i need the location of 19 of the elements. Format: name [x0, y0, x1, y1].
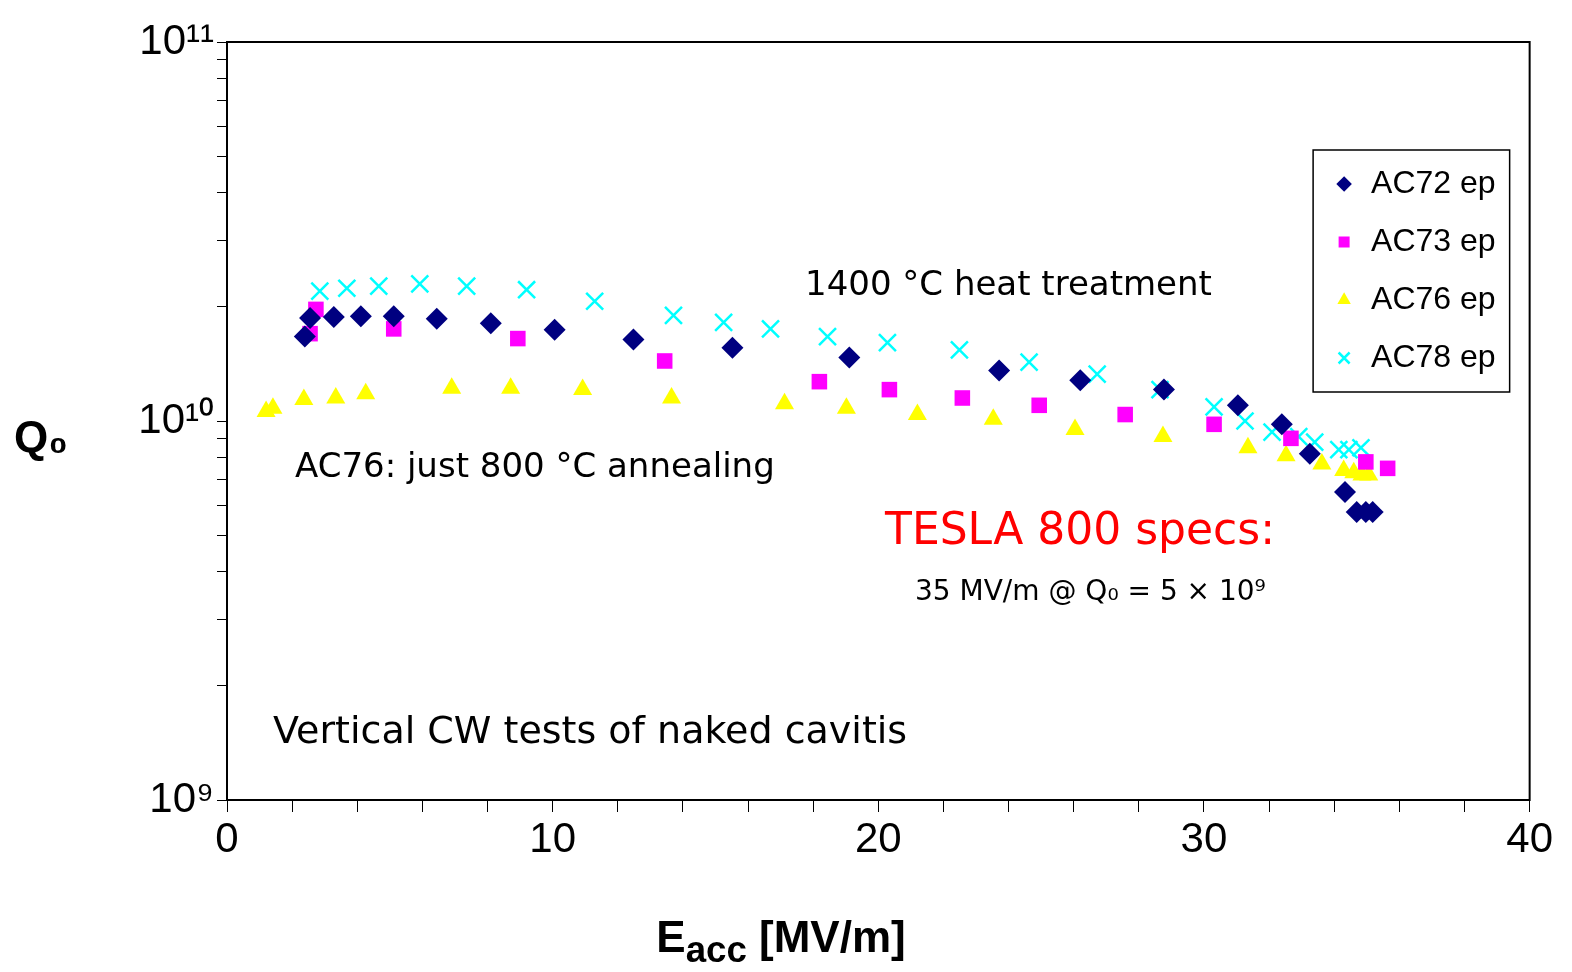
legend-label: AC73 ep: [1371, 221, 1496, 258]
x-tick-label: 10: [529, 813, 577, 861]
legend-label: AC72 ep: [1371, 163, 1496, 200]
y-tick-label: 10¹⁰: [138, 394, 214, 442]
annotation: 1400 °C heat treatment: [805, 263, 1212, 303]
legend-label: AC78 ep: [1371, 337, 1496, 374]
annotation: TESLA 800 specs:: [885, 502, 1276, 554]
x-tick-label: 30: [1180, 813, 1228, 861]
x-tick-label: 40: [1506, 813, 1553, 861]
annotation: AC76: just 800 °C annealing: [295, 445, 775, 485]
y-tick-label: 10¹¹: [139, 15, 214, 63]
x-axis-title: E$_{acc}$ [MV/m]: [655, 912, 907, 971]
x-tick-label: 0: [215, 813, 239, 861]
x-tick-label: 20: [854, 813, 902, 861]
annotation: Vertical CW tests of naked cavitis: [273, 708, 908, 752]
y-axis-title: Q₀: [14, 412, 69, 462]
legend-label: AC76 ep: [1371, 279, 1496, 316]
annotation: 35 MV/m @ Q₀ = 5 × 10⁹: [915, 573, 1266, 607]
y-tick-label: 10⁹: [149, 773, 214, 821]
